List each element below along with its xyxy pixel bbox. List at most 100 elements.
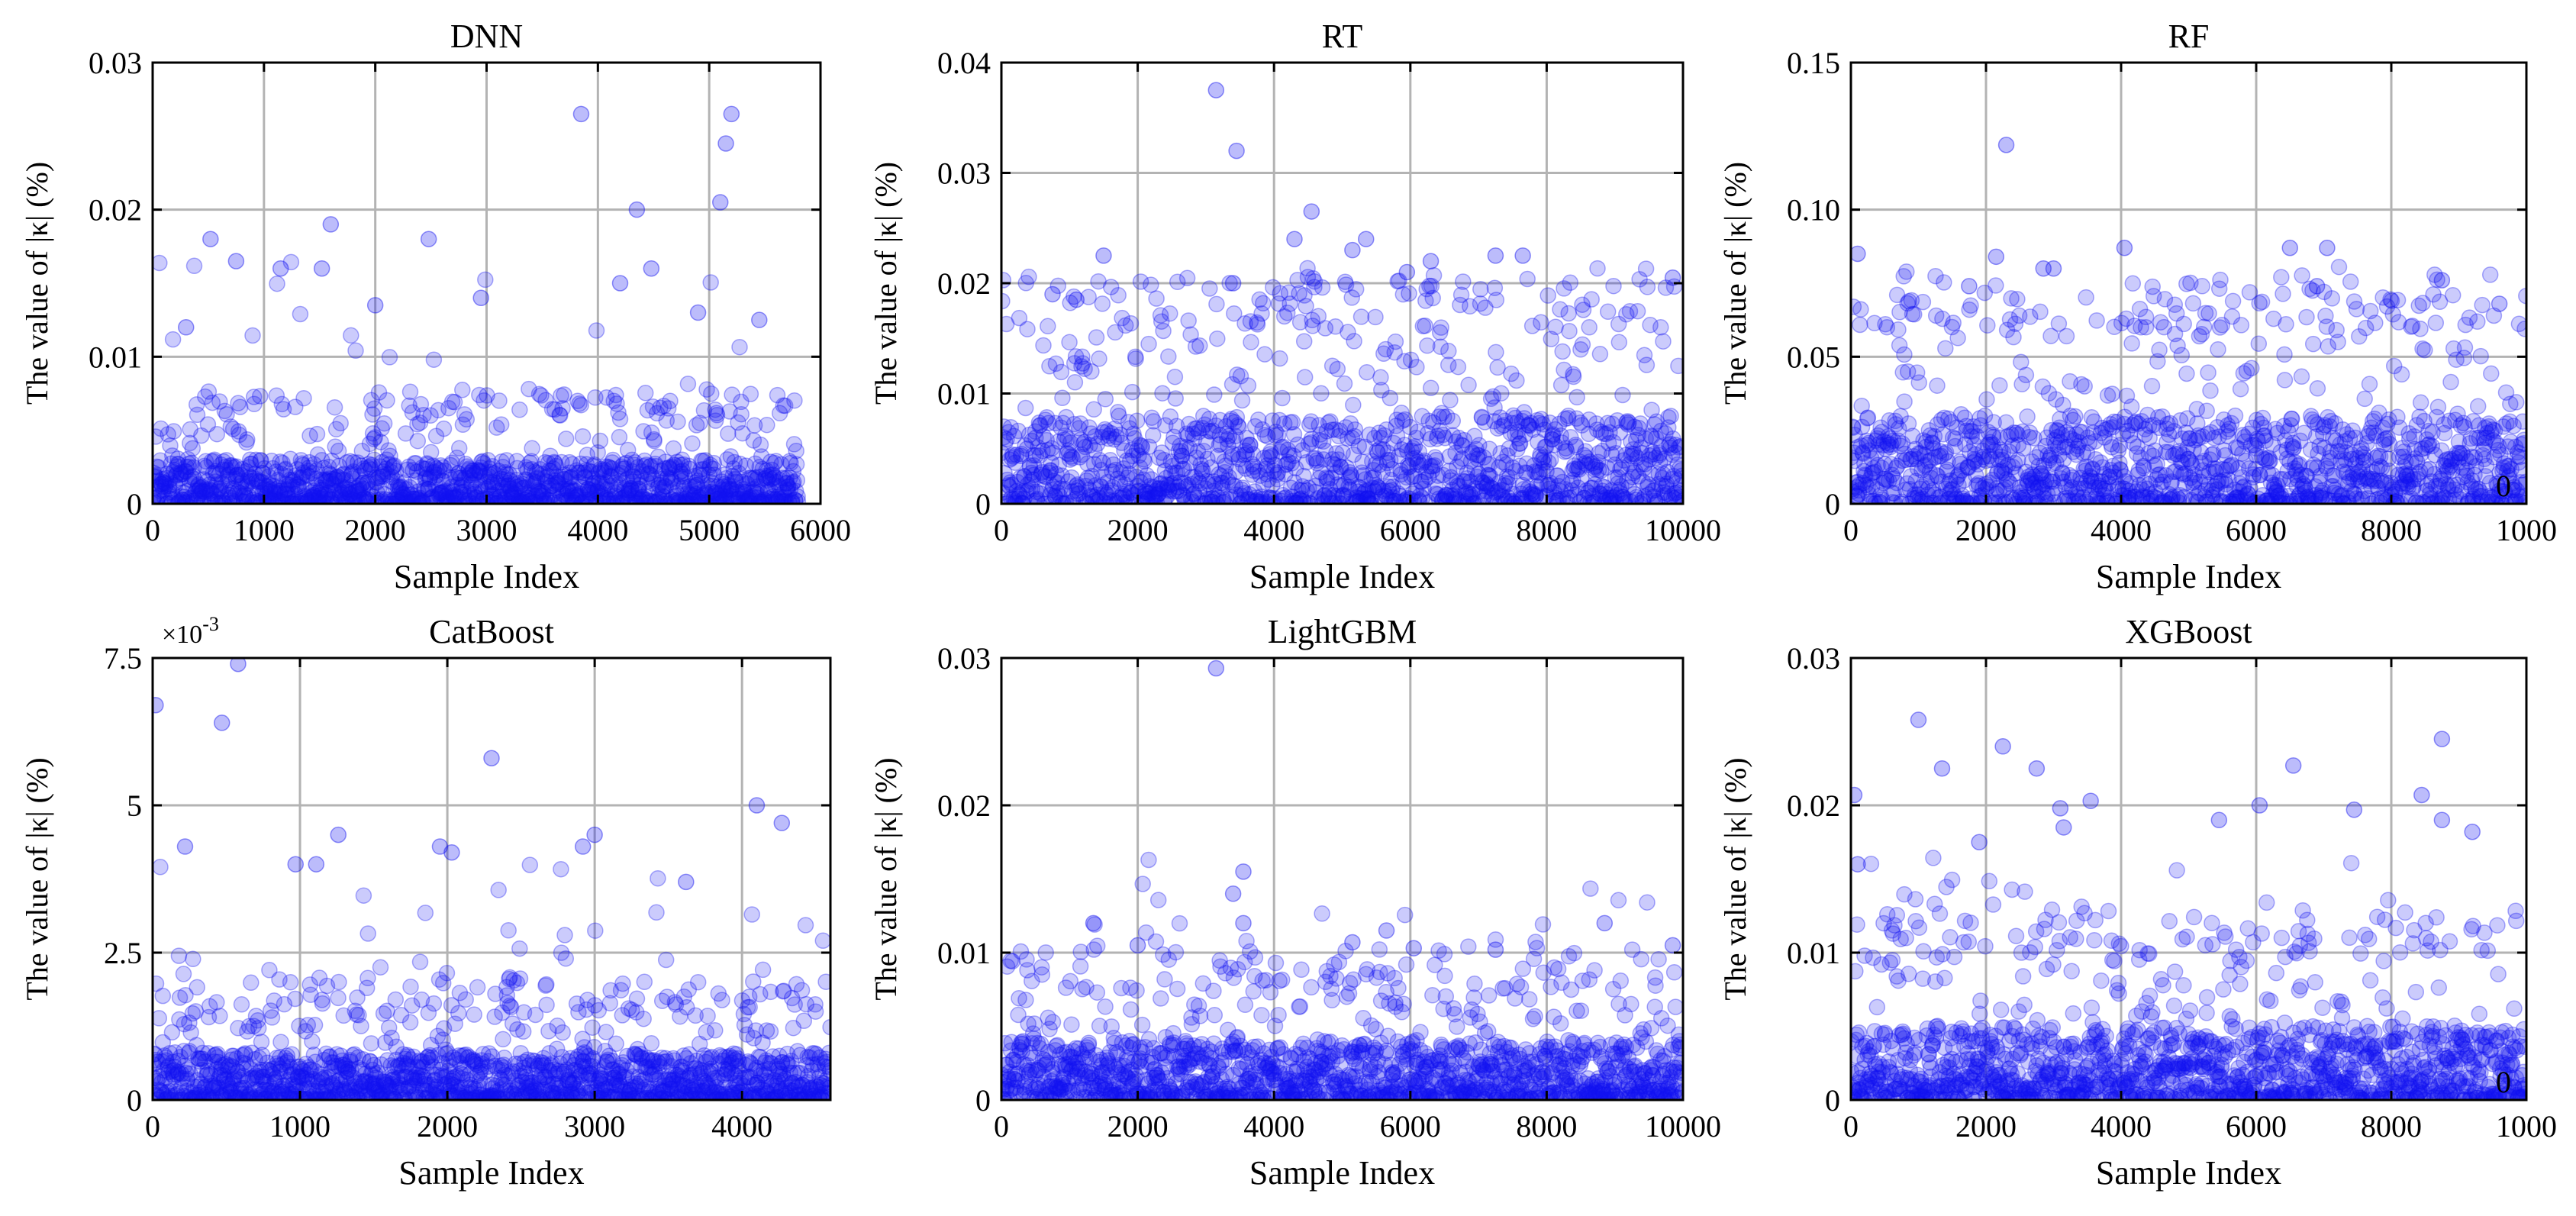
data-point xyxy=(315,460,333,476)
data-point xyxy=(1401,285,1417,302)
data-point xyxy=(320,484,337,502)
data-point xyxy=(392,478,410,495)
data-point xyxy=(1890,321,1907,338)
data-point xyxy=(315,489,332,504)
data-point xyxy=(225,482,243,499)
data-point xyxy=(172,464,189,481)
data-point-outlier xyxy=(2116,240,2133,256)
x-tick-label: 2000 xyxy=(345,513,406,547)
data-point xyxy=(183,469,200,485)
data-point xyxy=(353,492,370,504)
data-point xyxy=(405,462,421,479)
data-point xyxy=(291,469,308,486)
data-point xyxy=(168,467,185,484)
data-point xyxy=(327,438,343,455)
data-point xyxy=(505,484,521,502)
data-point xyxy=(1561,322,1578,340)
data-point-outlier xyxy=(272,260,289,277)
data-point xyxy=(221,466,237,483)
data-point xyxy=(547,457,565,475)
data-point xyxy=(415,460,433,477)
data-point xyxy=(300,460,318,476)
data-point xyxy=(221,489,238,504)
data-point xyxy=(408,455,424,472)
data-point xyxy=(433,492,450,504)
data-point xyxy=(574,494,591,504)
data-point xyxy=(345,463,362,480)
data-point xyxy=(2178,365,2195,382)
data-point xyxy=(279,490,297,504)
data-point-outlier xyxy=(1286,231,1303,247)
data-point xyxy=(557,431,575,447)
data-point xyxy=(381,349,398,366)
data-point xyxy=(340,481,356,498)
data-point xyxy=(172,466,189,483)
data-point xyxy=(224,492,240,504)
x-tick-label: 6000 xyxy=(2226,513,2287,547)
data-point xyxy=(366,429,384,446)
data-point xyxy=(1243,334,1259,350)
x-tick-label: 4000 xyxy=(2091,513,2152,547)
data-point xyxy=(572,455,589,473)
data-point xyxy=(298,493,315,504)
data-point xyxy=(502,482,519,500)
data-point xyxy=(1562,274,1579,292)
data-point xyxy=(488,495,505,504)
data-point xyxy=(367,469,385,486)
data-point xyxy=(223,459,240,476)
data-point xyxy=(251,473,268,489)
data-point xyxy=(2412,321,2429,337)
data-point xyxy=(247,451,265,469)
data-point xyxy=(330,494,347,504)
data-point xyxy=(392,491,409,504)
data-point xyxy=(605,451,621,469)
data-point xyxy=(455,471,472,489)
data-point xyxy=(2442,373,2459,391)
data-point xyxy=(374,468,392,485)
data-point xyxy=(456,469,474,486)
data-point xyxy=(366,400,383,418)
scatter-points xyxy=(1001,82,1683,504)
data-point xyxy=(363,456,380,473)
data-point xyxy=(1472,281,1489,298)
data-point xyxy=(239,472,256,489)
data-point xyxy=(446,489,463,504)
data-point xyxy=(272,482,289,499)
data-point xyxy=(332,485,349,502)
data-point xyxy=(437,482,454,499)
data-point xyxy=(440,399,457,417)
data-point xyxy=(479,387,495,404)
data-point xyxy=(398,461,416,479)
data-point xyxy=(318,473,335,490)
data-point xyxy=(525,493,543,504)
data-point xyxy=(153,468,164,485)
data-point xyxy=(387,479,405,496)
data-point xyxy=(466,483,483,501)
data-point xyxy=(449,476,466,494)
data-point xyxy=(312,479,330,496)
data-point xyxy=(2076,378,2093,395)
data-point xyxy=(257,477,274,494)
data-point xyxy=(168,466,185,483)
data-point xyxy=(189,406,206,424)
data-point xyxy=(310,492,327,504)
data-point xyxy=(287,466,305,484)
data-point xyxy=(167,474,184,491)
data-point xyxy=(356,490,373,504)
data-point xyxy=(209,482,226,500)
data-point xyxy=(584,477,601,495)
data-point xyxy=(508,460,526,477)
data-point xyxy=(553,469,570,485)
data-point xyxy=(434,483,451,501)
data-point xyxy=(1614,386,1631,404)
data-point xyxy=(1127,350,1144,367)
data-point xyxy=(474,453,491,469)
data-point xyxy=(479,452,497,469)
data-point-outlier xyxy=(2433,272,2451,289)
data-point xyxy=(286,493,303,504)
data-point xyxy=(471,386,488,404)
data-point xyxy=(405,493,422,504)
data-point xyxy=(215,453,232,470)
data-point xyxy=(211,1008,228,1024)
data-point xyxy=(610,404,627,421)
